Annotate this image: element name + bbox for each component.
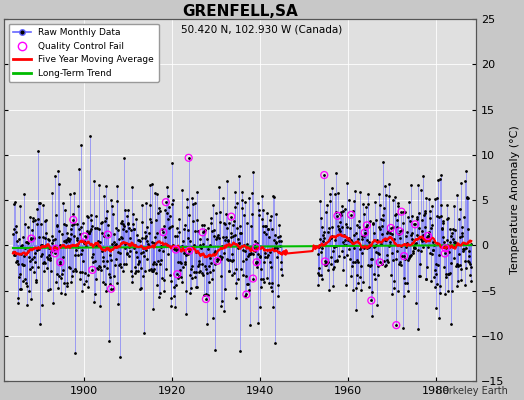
Point bbox=[69, 216, 78, 223]
Point bbox=[424, 233, 432, 239]
Point bbox=[387, 225, 395, 231]
Point bbox=[411, 221, 419, 228]
Point bbox=[88, 267, 96, 273]
Point bbox=[171, 246, 180, 253]
Point bbox=[441, 245, 450, 251]
Point bbox=[347, 212, 355, 218]
Point bbox=[397, 208, 406, 215]
Point bbox=[367, 297, 376, 304]
Point bbox=[396, 228, 404, 234]
Point bbox=[159, 229, 168, 235]
Point bbox=[162, 199, 170, 205]
Point bbox=[199, 229, 207, 236]
Text: Berkeley Earth: Berkeley Earth bbox=[436, 386, 508, 396]
Title: GRENFELL,SA: GRENFELL,SA bbox=[182, 4, 298, 19]
Point bbox=[184, 155, 193, 161]
Point bbox=[227, 214, 235, 220]
Point bbox=[249, 275, 257, 282]
Point bbox=[253, 259, 261, 266]
Point bbox=[51, 246, 60, 252]
Point bbox=[51, 250, 59, 256]
Point bbox=[392, 322, 400, 328]
Point bbox=[27, 235, 36, 242]
Point bbox=[441, 250, 449, 257]
Point bbox=[56, 259, 64, 266]
Point bbox=[242, 291, 250, 298]
Point bbox=[363, 222, 371, 228]
Point bbox=[81, 233, 89, 240]
Point bbox=[173, 271, 181, 278]
Point bbox=[361, 230, 369, 236]
Point bbox=[320, 172, 329, 178]
Point bbox=[213, 258, 222, 264]
Y-axis label: Temperature Anomaly (°C): Temperature Anomaly (°C) bbox=[510, 126, 520, 274]
Point bbox=[321, 258, 329, 265]
Point bbox=[104, 231, 112, 238]
Text: 50.420 N, 102.930 W (Canada): 50.420 N, 102.930 W (Canada) bbox=[181, 24, 343, 34]
Point bbox=[185, 248, 193, 254]
Point bbox=[376, 259, 384, 266]
Point bbox=[333, 212, 342, 219]
Point bbox=[202, 296, 210, 302]
Point bbox=[252, 244, 260, 251]
Point bbox=[107, 286, 115, 292]
Point bbox=[400, 253, 408, 259]
Legend: Raw Monthly Data, Quality Control Fail, Five Year Moving Average, Long-Term Tren: Raw Monthly Data, Quality Control Fail, … bbox=[9, 24, 159, 82]
